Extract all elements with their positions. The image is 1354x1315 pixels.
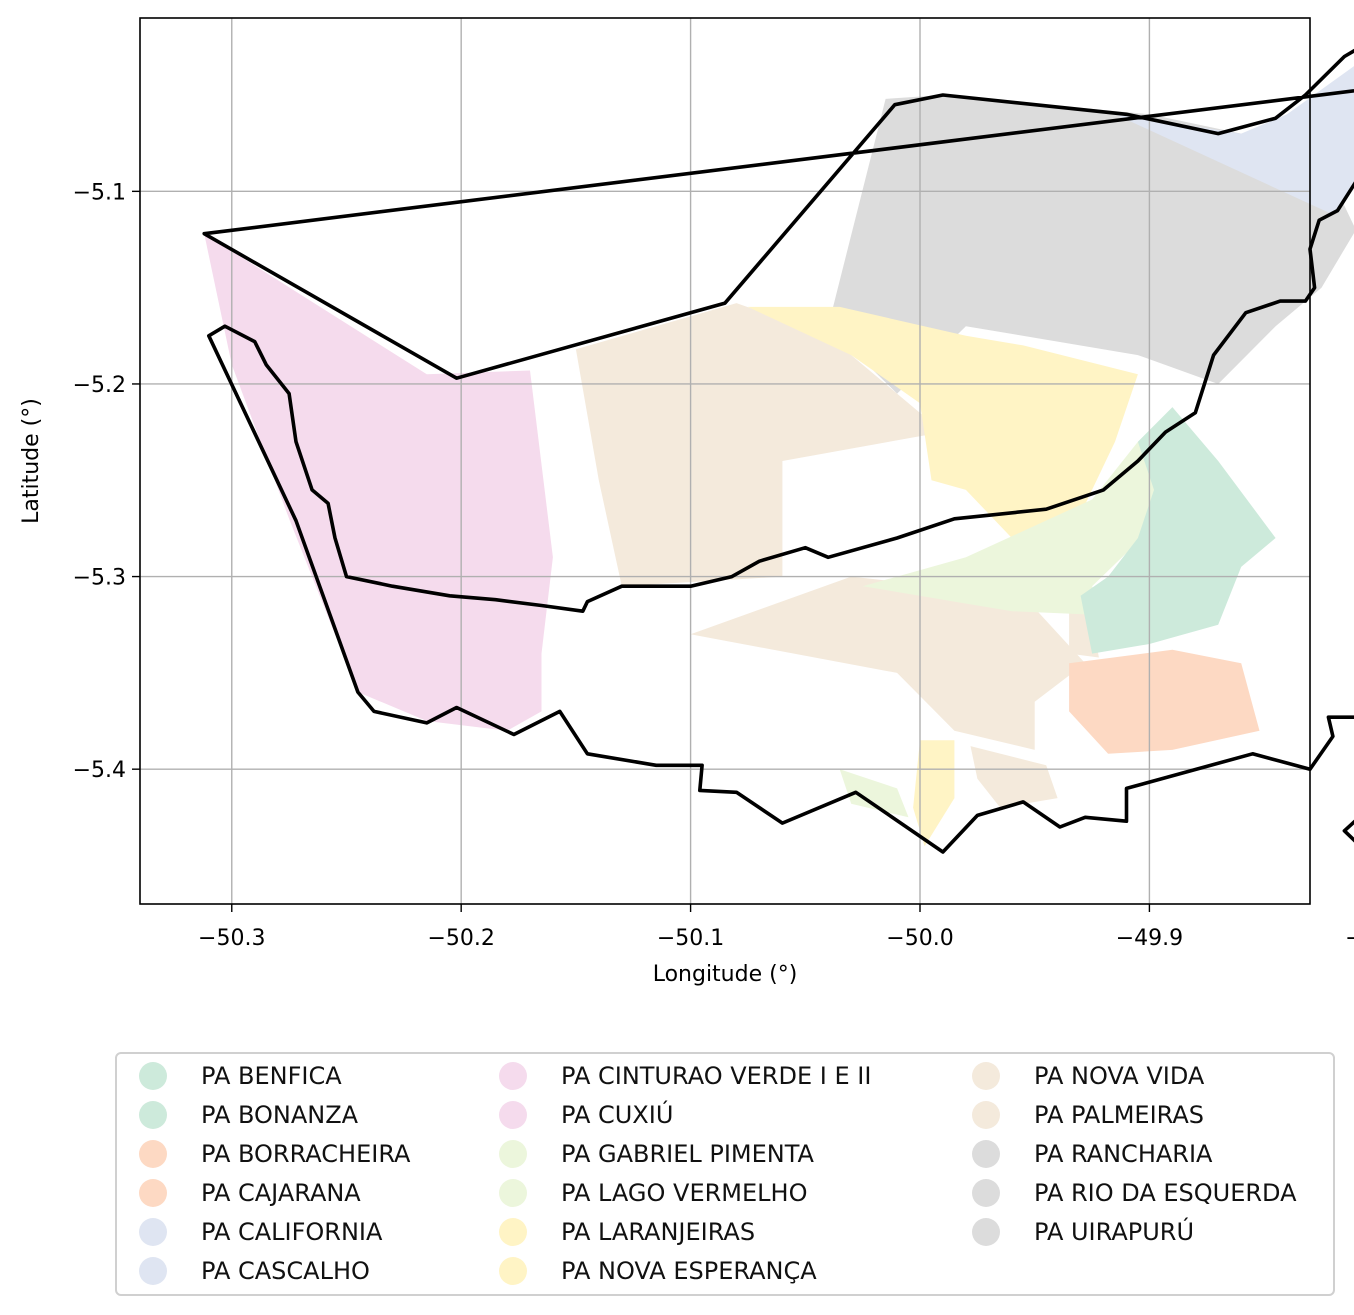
x-axis-ticks: −50.3 −50.2 −50.1 −50.0 −49.9 −49.8 — [198, 904, 1354, 951]
legend-label: PA LARANJEIRAS — [561, 1218, 756, 1246]
legend-item: PA CASCALHO — [139, 1253, 370, 1289]
legend-marker-icon — [499, 1257, 527, 1285]
legend-label: PA UIRAPURÚ — [1034, 1218, 1195, 1246]
legend-label: PA RANCHARIA — [1034, 1140, 1213, 1168]
x-tick-label: −50.3 — [198, 926, 265, 951]
region-beige-2 — [575, 303, 943, 587]
legend-item: PA CUXIÚ — [499, 1097, 673, 1133]
legend-label: PA CINTURAO VERDE I E II — [561, 1062, 872, 1090]
legend-label: PA NOVA VIDA — [1034, 1062, 1205, 1090]
region-gray-6 — [828, 95, 1354, 394]
parcel-regions — [204, 66, 1354, 847]
y-tick-label: −5.3 — [73, 566, 126, 591]
legend-item: PA UIRAPURÚ — [972, 1214, 1194, 1250]
legend-item: PA PALMEIRAS — [972, 1097, 1204, 1133]
legend-item: PA LAGO VERMELHO — [499, 1175, 807, 1211]
x-axis-label: Longitude (°) — [653, 962, 798, 987]
map-figure: −50.3−50.2−50.1−50.0−49.9−49.8 −5.1−5.2−… — [19, 17, 1354, 987]
boundary-outline — [202, 48, 1354, 854]
legend-item: PA BORRACHEIRA — [139, 1136, 410, 1172]
legend-marker-icon — [139, 1101, 167, 1129]
grid-lines — [140, 18, 1310, 904]
y-tick-label: −5.1 — [73, 180, 126, 205]
legend-label: PA CUXIÚ — [561, 1101, 674, 1129]
region-beige-3 — [690, 576, 1086, 750]
municipality-boundary — [202, 48, 1354, 854]
legend-label: PA LAGO VERMELHO — [561, 1179, 808, 1207]
legend-label: PA BENFICA — [201, 1062, 342, 1090]
legend-marker-icon — [499, 1140, 527, 1168]
legend-item: PA NOVA VIDA — [972, 1058, 1204, 1094]
x-tick-label: −49.8 — [1345, 926, 1354, 951]
legend-marker-icon — [499, 1101, 527, 1129]
legend-marker-icon — [139, 1218, 167, 1246]
legend-marker-icon — [139, 1062, 167, 1090]
legend-label: PA CALIFORNIA — [201, 1218, 383, 1246]
legend-marker-icon — [972, 1218, 1000, 1246]
legend-marker-icon — [139, 1179, 167, 1207]
legend-item: PA RIO DA ESQUERDA — [972, 1175, 1297, 1211]
region-green-12 — [1080, 407, 1276, 654]
legend-marker-icon — [972, 1179, 1000, 1207]
region-blue-7 — [1115, 66, 1354, 215]
region-yellow-8 — [747, 306, 1138, 538]
legend-label: PA BORRACHEIRA — [201, 1140, 411, 1168]
region-orange-14 — [1069, 649, 1260, 754]
legend-label: PA CASCALHO — [201, 1257, 370, 1285]
legend-marker-icon — [499, 1218, 527, 1246]
region-beige-4 — [970, 746, 1058, 808]
y-axis-ticks: −5.1 −5.2 −5.3 −5.4 — [73, 180, 140, 783]
legend-label: PA RIO DA ESQUERDA — [1034, 1179, 1297, 1207]
legend-marker-icon — [972, 1140, 1000, 1168]
legend-item: PA BONANZA — [139, 1097, 358, 1133]
legend-label: PA PALMEIRAS — [1034, 1101, 1205, 1129]
legend-label: PA CAJARANA — [201, 1179, 361, 1207]
plot-frame — [139, 17, 1311, 905]
y-tick-label: −5.4 — [73, 758, 126, 783]
legend-item: PA CINTURAO VERDE I E II — [499, 1058, 871, 1094]
legend-marker-icon — [139, 1257, 167, 1285]
legend-marker-icon — [139, 1140, 167, 1168]
x-tick-label: −50.0 — [886, 926, 953, 951]
region-lime-11 — [839, 769, 909, 818]
x-tick-label: −49.9 — [1116, 926, 1183, 951]
legend-item: PA RANCHARIA — [972, 1136, 1212, 1172]
legend-item: PA CAJARANA — [139, 1175, 361, 1211]
legend-item: PA BENFICA — [139, 1058, 342, 1094]
legend-marker-icon — [499, 1179, 527, 1207]
x-tick-label: −50.1 — [657, 926, 724, 951]
region-yellow-9 — [913, 740, 955, 847]
legend-marker-icon — [972, 1101, 1000, 1129]
y-axis-label: Latitude (°) — [19, 398, 44, 524]
legend-item: PA NOVA ESPERANÇA — [499, 1253, 817, 1289]
region-lime-10 — [862, 441, 1161, 616]
legend: PA BENFICA PA BONANZA PA BORRACHEIRA PA CAJ… — [115, 1052, 1335, 1296]
x-tick-label: −50.2 — [427, 926, 494, 951]
legend-label: PA BONANZA — [201, 1101, 359, 1129]
legend-label: PA NOVA ESPERANÇA — [561, 1257, 817, 1285]
region-pink-0 — [204, 233, 553, 731]
y-tick-label: −5.2 — [73, 373, 126, 398]
legend-item: PA LARANJEIRAS — [499, 1214, 755, 1250]
legend-item: PA CALIFORNIA — [139, 1214, 382, 1250]
legend-label: PA GABRIEL PIMENTA — [561, 1140, 814, 1168]
legend-marker-icon — [499, 1062, 527, 1090]
legend-marker-icon — [972, 1062, 1000, 1090]
legend-item: PA GABRIEL PIMENTA — [499, 1136, 814, 1172]
